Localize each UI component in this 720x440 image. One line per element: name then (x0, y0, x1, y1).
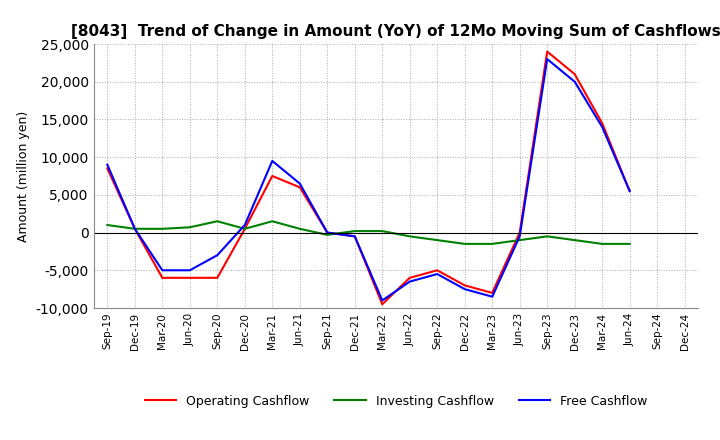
Free Cashflow (130, 226, 139, 231)
Operating Cashflow (516, 230, 524, 235)
Investing Cashflow (570, 238, 579, 243)
Free Cashflow (351, 234, 359, 239)
Free Cashflow (186, 268, 194, 273)
Operating Cashflow (351, 234, 359, 239)
Free Cashflow (103, 162, 112, 167)
Investing Cashflow (516, 238, 524, 243)
Title: [8043]  Trend of Change in Amount (YoY) of 12Mo Moving Sum of Cashflows: [8043] Trend of Change in Amount (YoY) o… (71, 24, 720, 39)
Investing Cashflow (130, 226, 139, 231)
Operating Cashflow (598, 121, 606, 126)
Operating Cashflow (378, 301, 387, 307)
Operating Cashflow (543, 49, 552, 54)
Investing Cashflow (598, 241, 606, 246)
Operating Cashflow (240, 226, 249, 231)
Investing Cashflow (543, 234, 552, 239)
Investing Cashflow (213, 219, 222, 224)
Investing Cashflow (460, 241, 469, 246)
Investing Cashflow (186, 225, 194, 230)
Operating Cashflow (626, 188, 634, 194)
Investing Cashflow (488, 241, 497, 246)
Line: Operating Cashflow: Operating Cashflow (107, 51, 630, 304)
Operating Cashflow (570, 72, 579, 77)
Free Cashflow (158, 268, 166, 273)
Free Cashflow (240, 222, 249, 227)
Free Cashflow (323, 230, 332, 235)
Legend: Operating Cashflow, Investing Cashflow, Free Cashflow: Operating Cashflow, Investing Cashflow, … (140, 390, 652, 413)
Operating Cashflow (488, 290, 497, 296)
Investing Cashflow (158, 226, 166, 231)
Operating Cashflow (213, 275, 222, 280)
Free Cashflow (295, 181, 304, 186)
Investing Cashflow (295, 226, 304, 231)
Investing Cashflow (405, 234, 414, 239)
Y-axis label: Amount (million yen): Amount (million yen) (17, 110, 30, 242)
Operating Cashflow (158, 275, 166, 280)
Operating Cashflow (323, 230, 332, 235)
Free Cashflow (268, 158, 276, 164)
Operating Cashflow (295, 185, 304, 190)
Operating Cashflow (433, 268, 441, 273)
Free Cashflow (460, 286, 469, 292)
Investing Cashflow (351, 228, 359, 234)
Free Cashflow (543, 56, 552, 62)
Investing Cashflow (378, 228, 387, 234)
Free Cashflow (626, 188, 634, 194)
Free Cashflow (378, 298, 387, 303)
Operating Cashflow (405, 275, 414, 280)
Investing Cashflow (103, 222, 112, 227)
Operating Cashflow (460, 283, 469, 288)
Line: Investing Cashflow: Investing Cashflow (107, 221, 630, 244)
Free Cashflow (433, 271, 441, 277)
Free Cashflow (516, 234, 524, 239)
Operating Cashflow (268, 173, 276, 179)
Free Cashflow (213, 253, 222, 258)
Investing Cashflow (240, 226, 249, 231)
Investing Cashflow (433, 238, 441, 243)
Free Cashflow (488, 294, 497, 299)
Operating Cashflow (186, 275, 194, 280)
Line: Free Cashflow: Free Cashflow (107, 59, 630, 301)
Free Cashflow (405, 279, 414, 284)
Operating Cashflow (103, 166, 112, 171)
Operating Cashflow (130, 226, 139, 231)
Investing Cashflow (626, 241, 634, 246)
Investing Cashflow (268, 219, 276, 224)
Investing Cashflow (323, 232, 332, 238)
Free Cashflow (570, 79, 579, 84)
Free Cashflow (598, 125, 606, 130)
